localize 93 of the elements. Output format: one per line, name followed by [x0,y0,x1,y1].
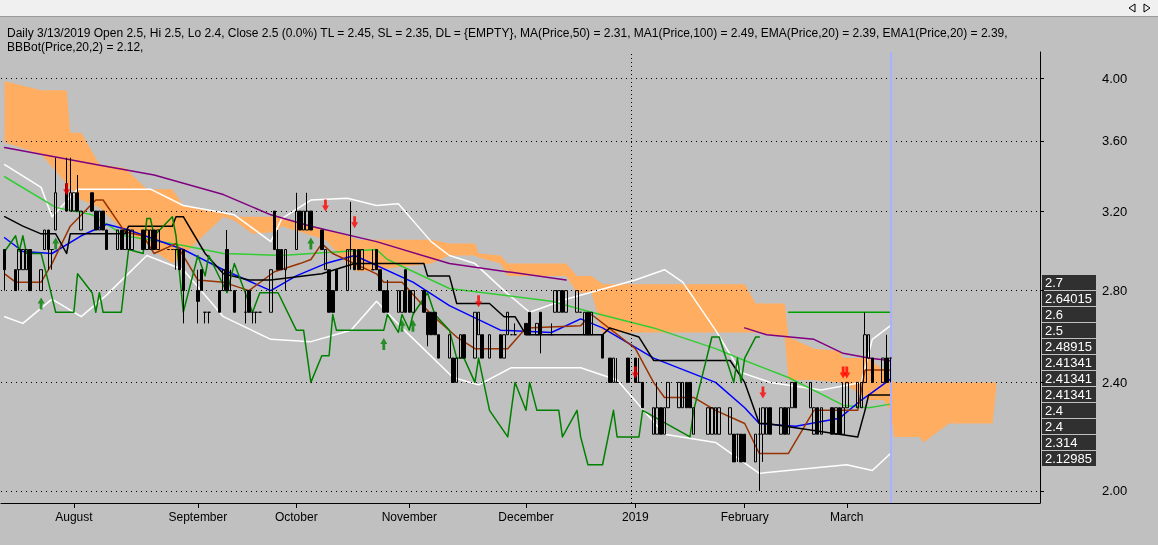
candlestick [768,407,772,435]
x-tick-label: October [274,510,318,524]
candlestick [834,407,838,435]
candlestick [586,311,590,336]
candlestick [739,433,743,463]
candlestick [743,433,746,463]
candlestick [149,229,152,251]
candlestick [54,157,57,231]
x-tick-label: December [498,510,554,524]
candlestick [404,269,407,313]
candlestick [575,290,579,313]
candlestick [590,311,593,336]
text: 2.4 [1045,419,1064,434]
text: 2.7 [1045,275,1064,290]
candlestick [295,192,298,251]
text: 2.314 [1045,435,1078,450]
candlestick [601,334,604,359]
x-tick-label: 2019 [621,510,650,524]
candlestick [305,192,309,231]
candlestick [473,311,477,359]
y-tick-label: 3.20 [1102,203,1128,219]
candlestick [612,357,615,383]
candlestick [681,381,684,409]
candlestick [17,249,21,292]
text: 2.5 [1045,323,1064,338]
candlestick [116,229,119,251]
candlestick [754,433,757,463]
y-tick-label: 3.60 [1102,133,1128,149]
y-tick-label: 2.00 [1102,483,1128,499]
candlestick [488,334,491,359]
candlestick [655,381,659,435]
candlestick [583,311,586,336]
candlestick [47,229,50,271]
candlestick [357,249,360,271]
candlestick [145,229,149,251]
candlestick [615,357,619,383]
candlestick [360,249,364,271]
candlestick [123,229,127,251]
candlestick [717,407,721,435]
x-tick-label: February [720,510,769,524]
text: 2.6 [1045,307,1064,322]
text: 2.41341 [1045,387,1092,402]
candlestick [462,334,466,359]
x-tick-label: November [381,510,437,524]
candlestick [98,210,101,231]
text: 2.12985 [1045,451,1092,466]
text: 2.41341 [1045,371,1092,386]
candlestick [856,381,859,409]
candlestick [736,433,739,463]
candlestick [141,229,145,251]
candlestick [685,381,688,409]
candlestick [564,290,568,313]
line-series [3,215,761,466]
text: 2.4 [1045,403,1064,418]
candlestick [830,407,834,435]
candlestick [152,229,156,251]
candlestick [120,229,123,251]
candlestick [499,334,502,359]
candlestick [557,290,561,313]
candlestick [885,334,889,383]
chart-title: Daily 3/13/2019 Open 2.5, Hi 2.5, Lo 2.4, Close 2.5 (0.0%) TL = 2.45, SL = 2.35, DL = {EMPTY}, MA(Price,50) = 2.31, MA1(Price,100) = 2.49, EMA(Price,20) = 2.39, EMA1(Price,20) = 2.39, BBBot(Price,20,2) = 2.12, [7,26,1011,54]
candlestick [710,407,714,435]
line-series [3,254,892,475]
candlestick [783,407,787,435]
candlestick [69,157,72,212]
candlestick [714,407,717,435]
candlestick [539,311,542,354]
candlestick [156,229,160,251]
text: 2.64015 [1045,291,1092,306]
candlestick [794,381,797,409]
x-tick-label: March [830,510,864,524]
y-tick-label: 4.00 [1102,70,1128,86]
text: 2.48915 [1045,339,1092,354]
candlestick [174,249,178,271]
y-tick-label: 2.80 [1102,283,1128,299]
candlestick [130,229,134,251]
candlestick [244,290,247,324]
candlestick [386,279,389,313]
x-tick-label: August [55,510,94,524]
candlestick [39,269,43,292]
candlestick [816,407,819,435]
candlestick [561,290,564,313]
candlestick [127,229,130,251]
text: 2.41341 [1045,355,1092,370]
candlestick [528,311,531,336]
candlestick [196,269,200,324]
x-tick-label: September [168,510,228,524]
candlestick [371,249,375,271]
y-tick-label: 2.40 [1102,374,1128,390]
candlestick [706,407,710,435]
candlestick [779,407,783,435]
candlestick [820,407,823,435]
candlestick [225,229,229,292]
